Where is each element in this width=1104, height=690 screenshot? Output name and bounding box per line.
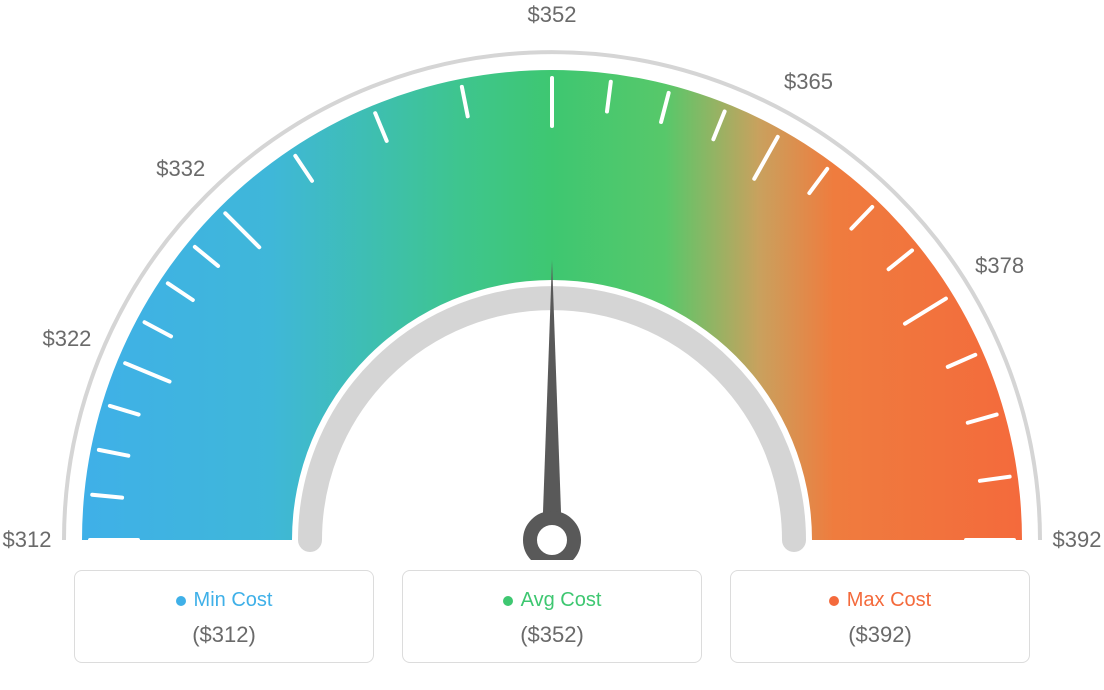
gauge-tick-label: $332 bbox=[156, 156, 205, 182]
legend-title-avg: Avg Cost bbox=[503, 589, 602, 612]
legend-value-avg: ($352) bbox=[413, 622, 691, 648]
gauge-tick-label: $352 bbox=[528, 2, 577, 28]
legend-value-min: ($312) bbox=[85, 622, 363, 648]
gauge-tick-label: $322 bbox=[42, 326, 91, 352]
legend-title-min: Min Cost bbox=[176, 589, 273, 612]
gauge-tick-label: $378 bbox=[975, 253, 1024, 279]
legend-card-min: Min Cost ($312) bbox=[74, 570, 374, 663]
gauge-tick-label: $365 bbox=[784, 69, 833, 95]
legend-card-max: Max Cost ($392) bbox=[730, 570, 1030, 663]
legend-label-max: Max Cost bbox=[847, 589, 931, 612]
legend-dot-max bbox=[829, 596, 839, 606]
legend-dot-avg bbox=[503, 596, 513, 606]
legend-row: Min Cost ($312) Avg Cost ($352) Max Cost… bbox=[0, 570, 1104, 663]
legend-label-avg: Avg Cost bbox=[521, 589, 602, 612]
legend-value-max: ($392) bbox=[741, 622, 1019, 648]
legend-title-max: Max Cost bbox=[829, 589, 931, 612]
gauge-needle-base bbox=[530, 518, 574, 560]
gauge-tick-label: $312 bbox=[3, 527, 52, 553]
gauge-container: $312 $322 $332 $352 $365 $378 $392 bbox=[0, 0, 1104, 560]
legend-card-avg: Avg Cost ($352) bbox=[402, 570, 702, 663]
legend-label-min: Min Cost bbox=[194, 589, 273, 612]
gauge-svg bbox=[0, 0, 1104, 560]
gauge-tick-label: $392 bbox=[1053, 527, 1102, 553]
legend-dot-min bbox=[176, 596, 186, 606]
